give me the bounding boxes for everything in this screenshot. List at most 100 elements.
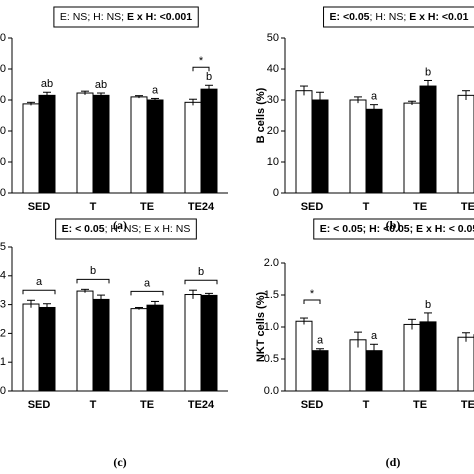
title-segment: E: < 0.05; H: <0.05; E x H: < 0.05: [320, 223, 474, 235]
bar: [365, 108, 383, 194]
bar: [311, 350, 329, 392]
y-tick-label: 40: [0, 125, 6, 137]
y-tick-label: 30: [267, 94, 279, 106]
significance-label: *: [310, 288, 315, 300]
title-segment: E: NS; H: NS;: [60, 11, 127, 23]
significance-bracket: [303, 299, 321, 305]
panel-title: E: NS; H: NS; E x H: <0.001: [60, 11, 192, 23]
significance-bracket: [192, 66, 210, 72]
bar: [457, 336, 474, 392]
x-tick-label: TE24: [461, 201, 474, 213]
significance-label: *: [199, 55, 204, 67]
group-bracket: [184, 279, 218, 285]
y-tick-label: 0: [0, 385, 6, 397]
bar: [92, 298, 110, 392]
x-tick-label: T: [90, 201, 97, 213]
bar: [349, 99, 367, 194]
y-tick-label: 20: [0, 156, 6, 168]
x-tick-label: T: [363, 201, 370, 213]
x-tick-label: TE: [413, 399, 427, 411]
x-tick-label: TE24: [188, 201, 215, 213]
y-axis-label: B cells (%): [255, 87, 267, 143]
group-label: a: [36, 276, 43, 288]
bar: [130, 308, 148, 392]
bar: [419, 321, 437, 392]
bar: [295, 90, 313, 194]
bar: [76, 290, 94, 392]
bar-label: b: [425, 66, 431, 78]
bar: [146, 304, 164, 392]
y-axis-label: NKT cells (%): [255, 292, 267, 363]
y-tick-label: 10: [267, 156, 279, 168]
panel-label: (a): [113, 218, 127, 232]
y-tick-label: 5: [0, 241, 6, 253]
title-segment: ; H: NS; E x H: NS: [105, 223, 191, 235]
bar-label: ab: [95, 79, 107, 91]
panel-label: (c): [113, 455, 126, 469]
group-label: a: [144, 277, 151, 289]
y-tick-label: 2: [0, 327, 6, 339]
x-tick-label: TE: [140, 201, 154, 213]
bar: [38, 306, 56, 392]
y-tick-label: 60: [0, 94, 6, 106]
x-tick-label: T: [363, 399, 370, 411]
group-bracket: [130, 290, 164, 296]
panel-title: E: <0.05; H: NS; E x H: <0.01: [330, 11, 469, 23]
y-tick-label: 80: [0, 63, 6, 75]
group-label: b: [90, 265, 96, 277]
title-box: [323, 6, 474, 28]
panel-title: E: < 0.05; H: <0.05; E x H: < 0.05: [320, 223, 474, 235]
x-tick-label: TE: [413, 201, 427, 213]
bar: [457, 94, 474, 194]
bar: [130, 96, 148, 194]
x-tick-label: T: [90, 399, 97, 411]
title-box: [55, 218, 197, 240]
bar-label: b: [425, 299, 431, 311]
bar: [295, 320, 313, 392]
title-box: [53, 6, 199, 28]
panel-label: (b): [386, 218, 401, 232]
x-tick-label: SED: [28, 399, 51, 411]
y-tick-label: 3: [0, 299, 6, 311]
bar-label: a: [317, 335, 324, 347]
x-tick-label: TE24: [461, 399, 474, 411]
bar: [403, 102, 421, 194]
y-tick-label: 20: [267, 125, 279, 137]
panel-label: (d): [386, 455, 401, 469]
x-tick-label: TE: [140, 399, 154, 411]
bar-label: a: [152, 84, 159, 96]
title-box: [313, 218, 474, 240]
title-segment: E: <0.05: [330, 11, 370, 23]
bar: [76, 92, 94, 194]
y-tick-label: 50: [267, 32, 279, 44]
bar: [184, 294, 202, 392]
bar: [22, 303, 40, 392]
bar-label: a: [371, 91, 378, 103]
y-tick-label: 2.0: [264, 257, 279, 269]
group-label: b: [198, 266, 204, 278]
bar: [200, 88, 218, 194]
bar-label: b: [206, 71, 212, 83]
bar: [311, 99, 329, 194]
x-tick-label: SED: [28, 201, 51, 213]
bar: [200, 294, 218, 392]
y-tick-label: 4: [0, 270, 6, 282]
y-tick-label: 1: [0, 356, 6, 368]
title-segment: E x H: <0.01: [409, 11, 468, 23]
bar: [403, 323, 421, 392]
x-tick-label: TE24: [188, 399, 215, 411]
y-tick-label: 40: [267, 63, 279, 75]
x-tick-label: SED: [301, 399, 324, 411]
bar: [419, 85, 437, 194]
title-segment: E x H: <0.001: [127, 11, 192, 23]
group-bracket: [76, 278, 110, 284]
bar: [184, 101, 202, 194]
bar: [22, 103, 40, 194]
title-segment: E: < 0.05: [62, 223, 105, 235]
group-bracket: [22, 289, 56, 295]
bar-label: a: [371, 330, 378, 342]
y-tick-label: 0.0: [264, 385, 279, 397]
bar: [146, 99, 164, 194]
bar: [92, 94, 110, 194]
